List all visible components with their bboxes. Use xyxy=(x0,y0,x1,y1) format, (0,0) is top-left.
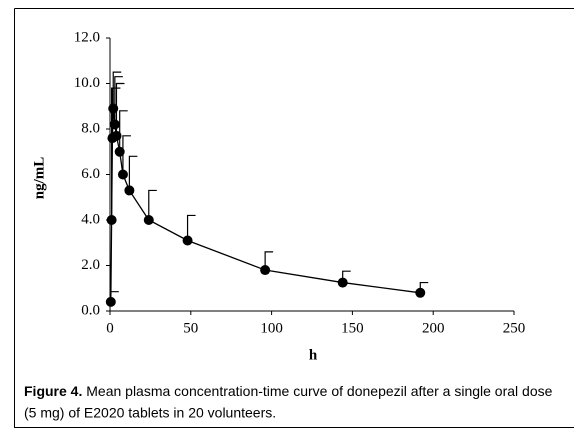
x-tick-label: 250 xyxy=(503,320,526,336)
data-point xyxy=(111,130,122,141)
y-tick-label: 12.0 xyxy=(74,29,100,45)
data-point xyxy=(182,235,193,246)
caption-text-1: Mean plasma concentration-time curve of … xyxy=(86,383,552,399)
data-point xyxy=(114,146,125,157)
data-point xyxy=(109,119,120,130)
error-bar xyxy=(264,251,274,271)
error-bar xyxy=(122,135,131,175)
data-point xyxy=(337,277,348,288)
error-bar xyxy=(119,110,128,152)
y-tick-label: 4.0 xyxy=(81,211,100,227)
caption-text-2: (5 mg) of E2020 tablets in 20 volunteers… xyxy=(24,405,276,421)
data-point xyxy=(143,215,154,225)
data-point xyxy=(106,215,117,225)
x-tick-label: 50 xyxy=(183,320,198,336)
error-bar xyxy=(128,155,138,191)
error-bar xyxy=(112,71,122,109)
data-point xyxy=(105,296,116,307)
data-point xyxy=(260,265,271,276)
data-point xyxy=(108,103,119,114)
y-tick-label: 6.0 xyxy=(81,166,100,182)
error-bar xyxy=(186,214,196,241)
frame xyxy=(14,8,574,428)
y-axis-label: ng/mL xyxy=(31,157,47,200)
data-point xyxy=(117,169,128,180)
data-point xyxy=(415,287,426,298)
x-tick-label: 100 xyxy=(260,320,283,336)
y-tick-label: 10.0 xyxy=(74,75,100,91)
caption-label: Figure 4. xyxy=(24,383,82,399)
data-point xyxy=(124,185,135,196)
y-tick-label: 0.0 xyxy=(81,302,100,318)
error-bar xyxy=(148,189,157,220)
x-tick-label: 200 xyxy=(422,320,445,336)
caption: Figure 4. Mean plasma concentration-time… xyxy=(24,383,553,399)
y-tick-label: 2.0 xyxy=(81,257,100,273)
error-bar xyxy=(114,76,123,125)
x-axis-label: h xyxy=(309,347,318,363)
error-bar xyxy=(115,82,125,136)
y-tick-label: 8.0 xyxy=(81,120,100,136)
x-tick-label: 0 xyxy=(106,320,114,336)
x-tick-label: 150 xyxy=(341,320,364,336)
